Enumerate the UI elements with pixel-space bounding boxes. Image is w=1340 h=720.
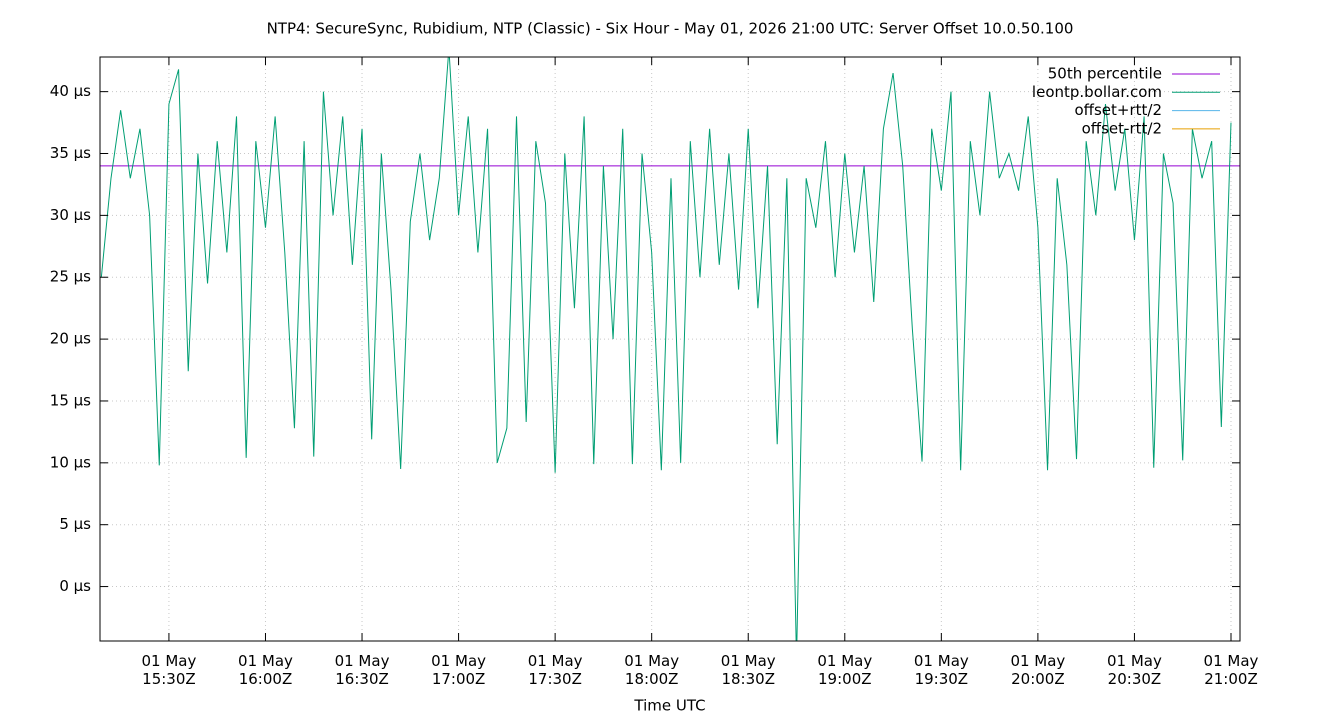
plot-frame	[99, 56, 1241, 642]
y-tick-label: 30 µs	[50, 206, 91, 224]
x-tick-label: 01 May 21:00Z	[1204, 652, 1259, 688]
x-tick-label: 01 May 15:30Z	[141, 652, 196, 688]
x-tick-label: 01 May 18:00Z	[624, 652, 679, 688]
legend: 50th percentileleontp.bollar.comoffset+r…	[1032, 65, 1220, 137]
x-tick-label: 01 May 17:30Z	[528, 652, 583, 688]
x-axis-label: Time UTC	[633, 697, 705, 715]
series-line	[100, 57, 1232, 641]
legend-label: leontp.bollar.com	[1032, 83, 1162, 101]
x-tick-label: 01 May 19:30Z	[914, 652, 969, 688]
legend-label: offset+rtt/2	[1074, 101, 1162, 119]
y-tick-label: 0 µs	[59, 577, 91, 595]
plot-area	[100, 57, 1240, 641]
legend-label: 50th percentile	[1048, 65, 1162, 83]
y-tick-label: 40 µs	[50, 82, 91, 100]
x-tick-label: 01 May 16:30Z	[335, 652, 390, 688]
axes: 0 µs 5 µs 10 µs 15 µs 20 µs 25 µs 30 µs 35 µs 40…	[50, 57, 1259, 688]
y-tick-label: 35 µs	[50, 144, 91, 162]
chart-title: NTP4: SecureSync, Rubidium, NTP (Classic…	[267, 20, 1074, 38]
y-tick-label: 25 µs	[50, 268, 91, 286]
y-tick-label: 5 µs	[59, 515, 91, 533]
x-tick-label: 01 May 20:00Z	[1010, 652, 1065, 688]
x-tick-label: 01 May 17:00Z	[431, 652, 486, 688]
legend-label: offset-rtt/2	[1082, 119, 1162, 137]
grid	[100, 57, 1240, 641]
x-tick-label: 01 May 16:00Z	[238, 652, 293, 688]
y-tick-label: 20 µs	[50, 330, 91, 348]
y-tick-label: 15 µs	[50, 391, 91, 409]
x-tick-label: 01 May 19:00Z	[817, 652, 872, 688]
y-tick-label: 10 µs	[50, 453, 91, 471]
x-tick-label: 01 May 18:30Z	[721, 652, 776, 688]
x-tick-label: 01 May 20:30Z	[1107, 652, 1162, 688]
